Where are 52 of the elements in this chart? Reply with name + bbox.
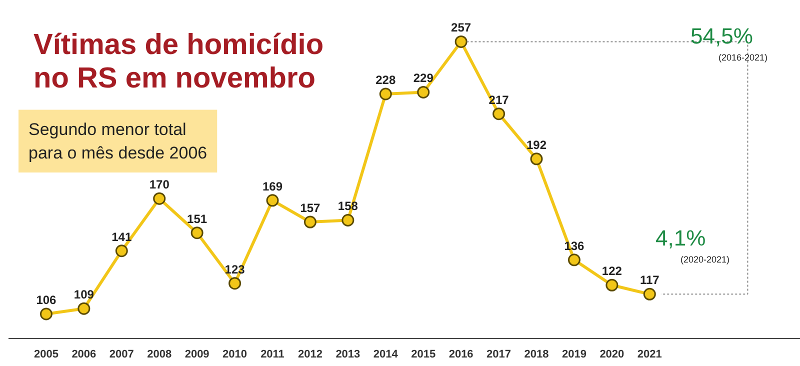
point [78, 302, 90, 315]
point [304, 216, 316, 228]
x-tick-label: 2019 [562, 348, 586, 360]
point [530, 152, 543, 166]
x-tick-label: 2010 [222, 348, 248, 360]
data-label: 157 [300, 201, 321, 216]
data-label: 106 [36, 292, 57, 307]
point [228, 277, 242, 290]
x-tick-label: 2013 [336, 348, 360, 360]
point [643, 288, 656, 300]
point [153, 192, 166, 205]
text: 54,5% [690, 24, 753, 48]
x-tick-label: 2021 [637, 348, 662, 360]
point [266, 194, 279, 207]
text: (2016-2021) [718, 52, 768, 62]
data-label: 257 [451, 20, 472, 35]
text: Segundo menor total para o mês desde 2006 [28, 120, 208, 162]
data-label: 122 [602, 264, 622, 278]
data-label: 141 [112, 230, 132, 244]
x-tick-label: 2014 [373, 348, 399, 360]
data-label: 117 [640, 273, 660, 288]
point [342, 214, 354, 226]
text: (2020-2021) [680, 254, 730, 264]
data-label: 228 [376, 73, 396, 88]
x-tick-label: 2011 [260, 348, 284, 360]
data-label: 229 [413, 71, 434, 86]
data-label: 192 [526, 138, 547, 152]
x-tick-label: 2018 [524, 348, 549, 360]
annotation: 4,1% [656, 226, 706, 250]
data-label: 169 [262, 179, 283, 194]
x-tick-label: 2007 [109, 348, 134, 360]
x-tick-label: 2012 [298, 348, 322, 360]
point [190, 226, 204, 240]
point [379, 88, 392, 100]
x-tick-label: 2020 [600, 348, 624, 360]
x-tick-label: 2009 [184, 348, 210, 360]
x-tick-label: 2015 [411, 348, 436, 360]
data-label: 151 [187, 212, 208, 226]
x-tick-label: 2017 [486, 348, 512, 360]
x-tick-label: 2016 [448, 348, 474, 360]
point [40, 308, 52, 320]
chart-title: Vítimas de homicídio no RS em novembro [34, 28, 324, 94]
x-tick-label: 2005 [34, 348, 58, 360]
point [417, 86, 430, 98]
point [454, 35, 468, 48]
point [115, 244, 128, 258]
point [492, 108, 506, 120]
x-tick-label: 2008 [147, 348, 172, 360]
point [568, 254, 580, 266]
x-tick-label: 2006 [72, 348, 96, 360]
point [606, 278, 618, 292]
data-label: 170 [149, 178, 170, 192]
